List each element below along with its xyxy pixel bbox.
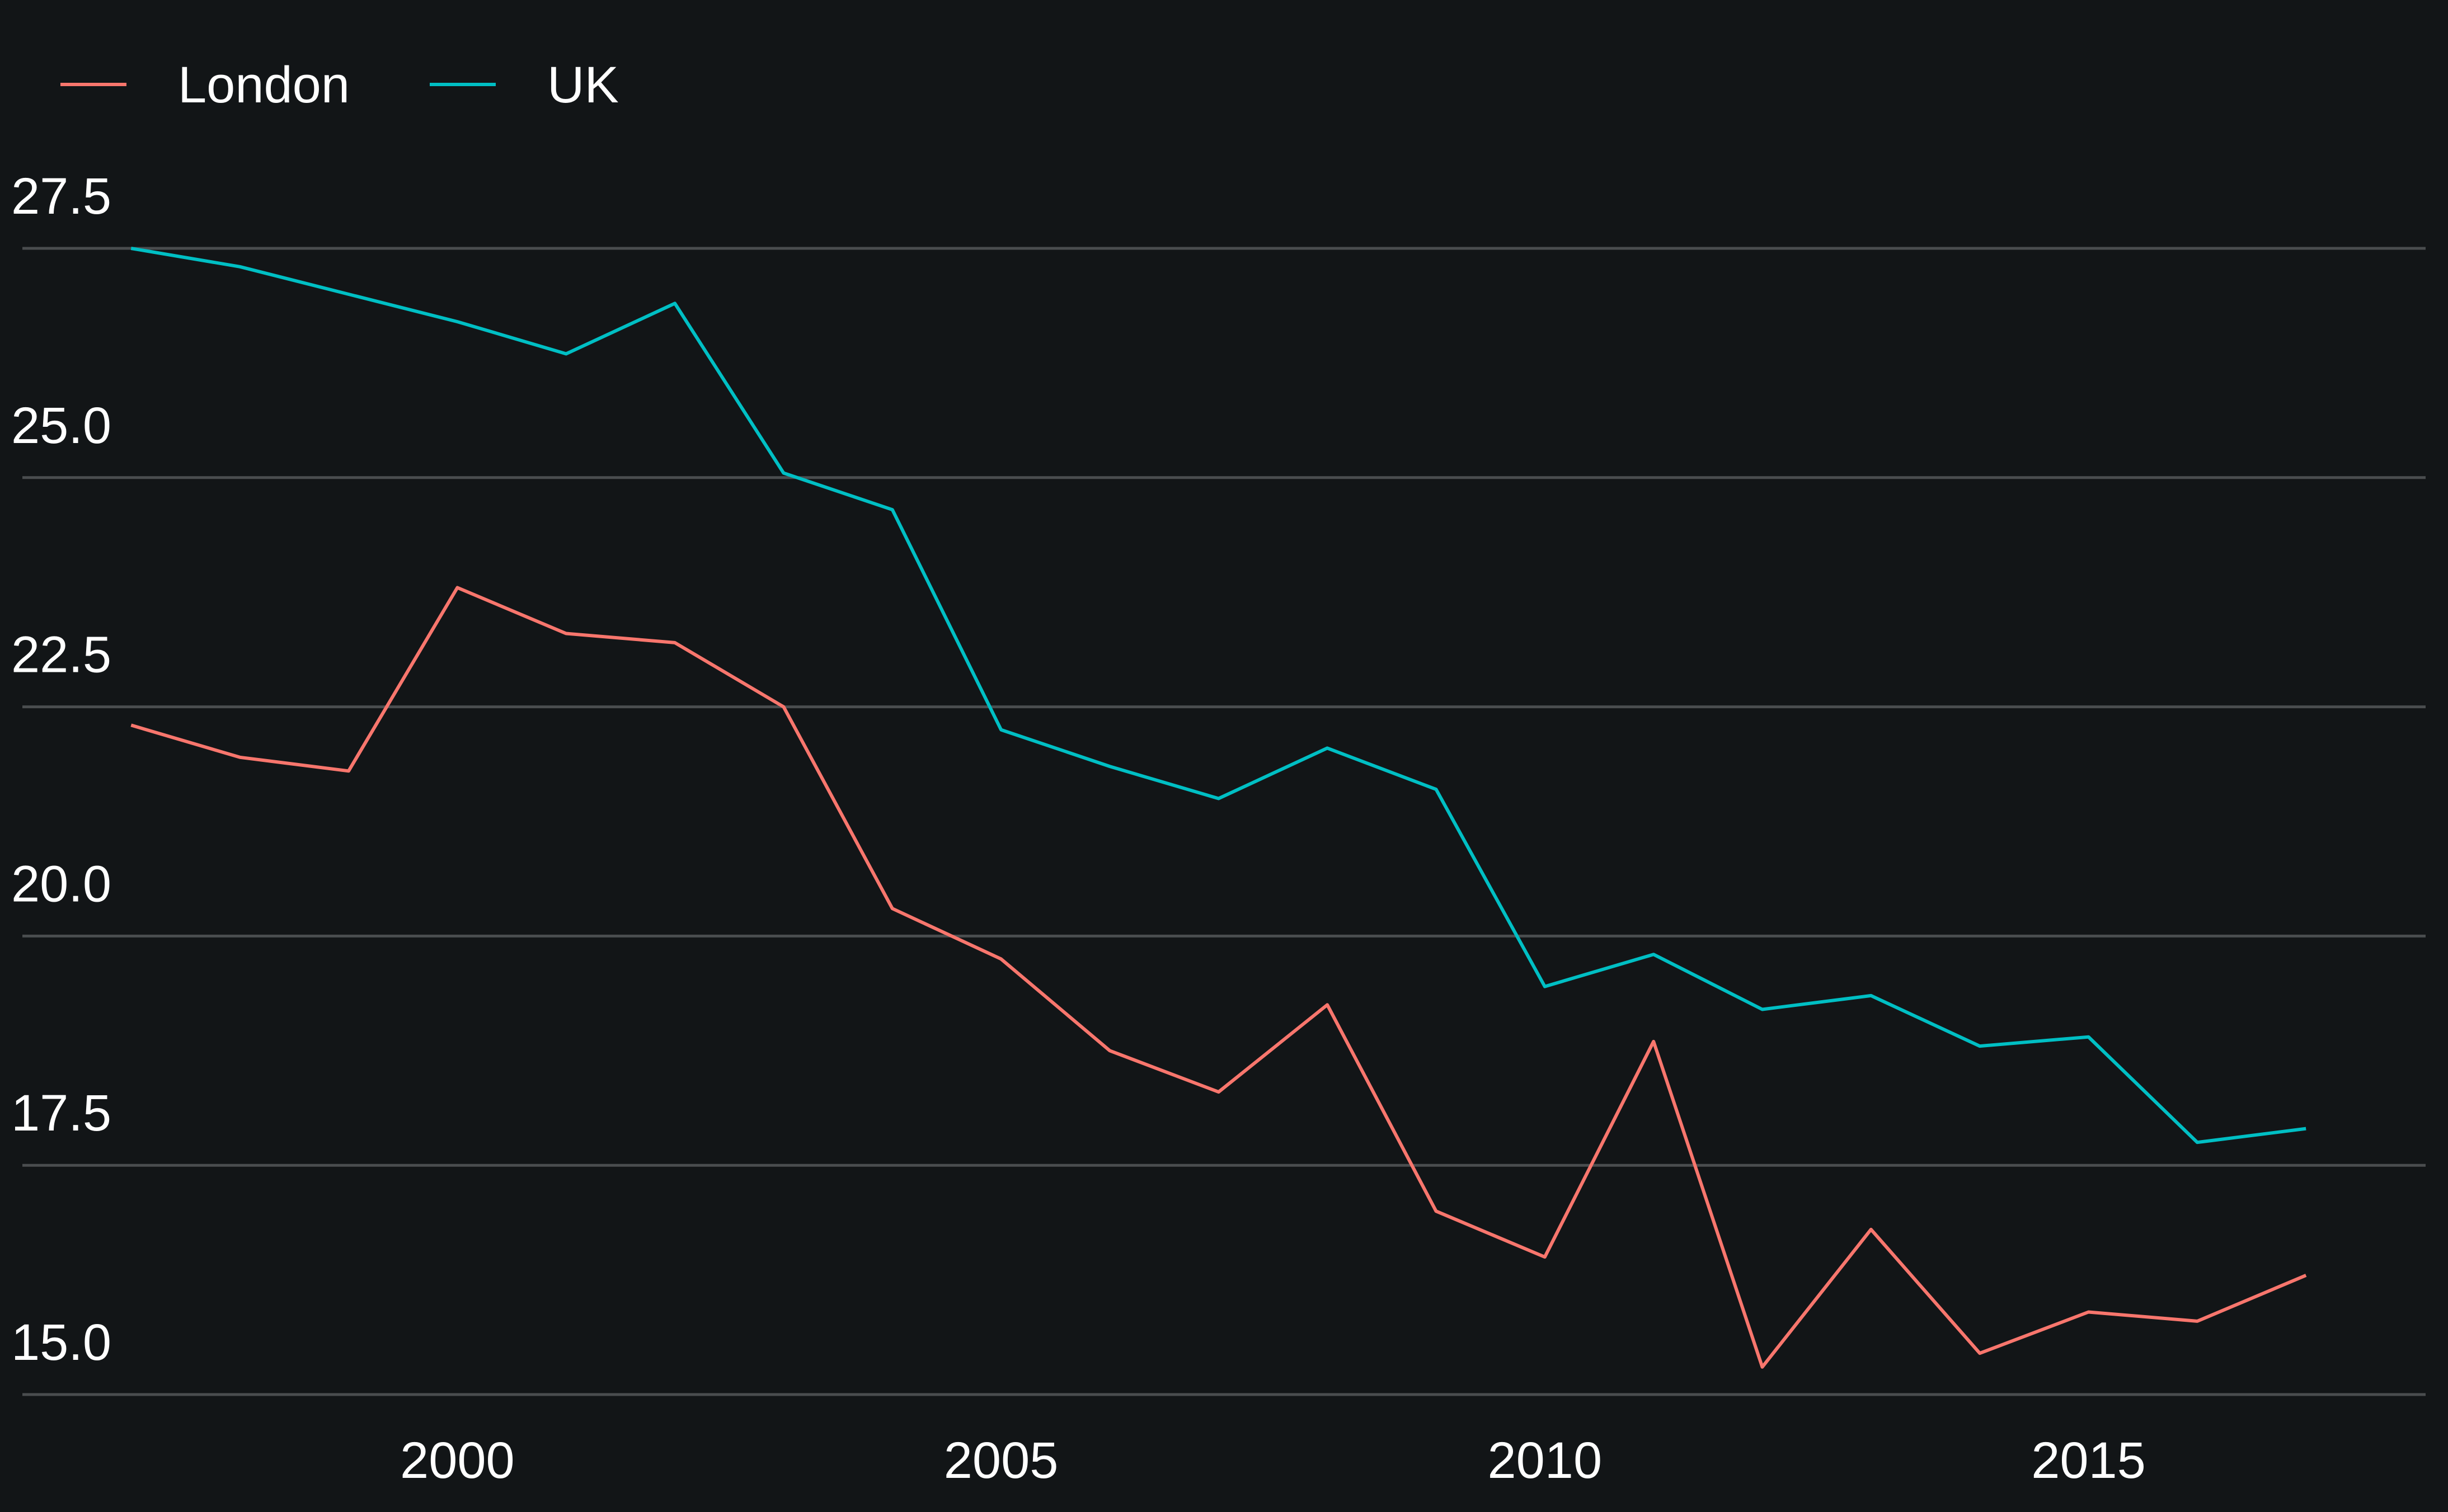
y-tick-label: 27.5	[11, 168, 111, 225]
y-tick-label: 22.5	[11, 627, 111, 684]
x-tick-label: 2005	[944, 1432, 1059, 1489]
y-axis-ticks: 15.0 17.5 20.0 22.5 25.0 27.5	[11, 168, 111, 1371]
series-layer	[130, 247, 2307, 1369]
y-tick-label: 20.0	[11, 855, 111, 912]
grid-layer	[22, 247, 2426, 1396]
series-line-uk	[130, 247, 2306, 1144]
y-tick-label: 25.0	[11, 397, 111, 454]
legend-label-london: London	[178, 56, 350, 114]
legend: London UK	[60, 56, 619, 114]
x-tick-label: 2010	[1487, 1432, 1602, 1489]
x-tick-label: 2015	[2031, 1432, 2146, 1489]
series-line-london	[130, 586, 2307, 1369]
x-axis-ticks: 2000 2005 2010 2015	[400, 1432, 2146, 1489]
y-tick-label: 15.0	[11, 1314, 111, 1371]
legend-label-uk: UK	[547, 56, 619, 114]
y-tick-label: 17.5	[11, 1085, 111, 1142]
x-tick-label: 2000	[400, 1432, 515, 1489]
